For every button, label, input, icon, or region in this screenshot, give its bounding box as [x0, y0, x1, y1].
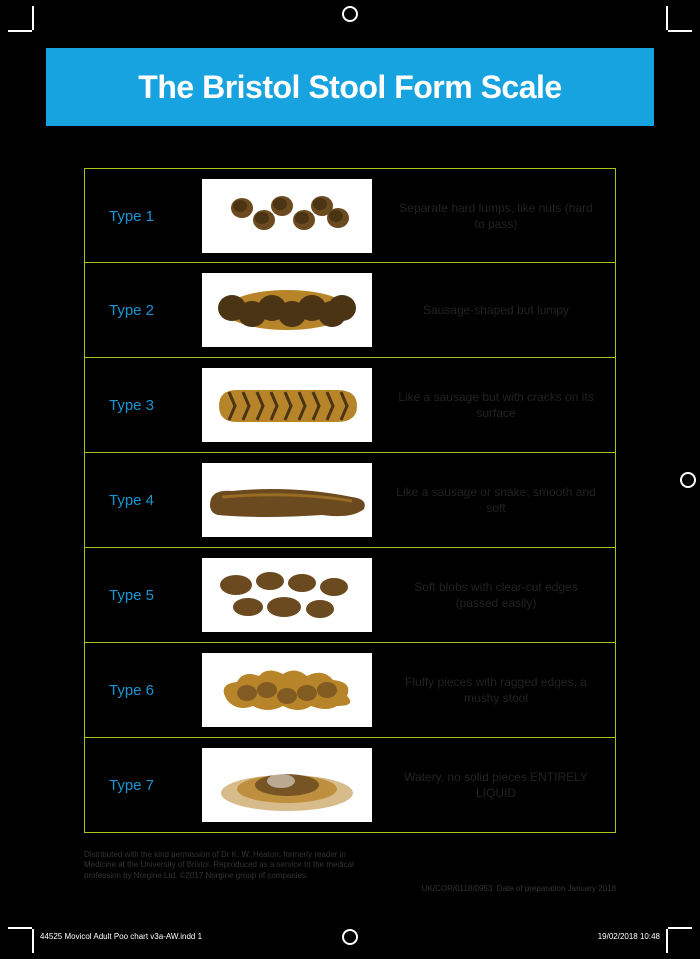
liquid-icon [202, 748, 372, 822]
type-description: Sausage-shaped but lumpy [377, 302, 615, 318]
crop-mark [8, 30, 32, 32]
stool-image-cell [197, 643, 377, 737]
type-label: Type 2 [85, 302, 197, 319]
type-label: Type 4 [85, 492, 197, 509]
table-row: Type 7 Watery, no solid pieces ENTIRELY L… [84, 738, 616, 833]
stool-image-cell [197, 548, 377, 642]
table-row: Type 3 Like a sausage but with cracks on … [84, 358, 616, 453]
footer-reference: UK/COR/0118/0953. Date of preparation Ja… [422, 884, 616, 893]
type-description: Soft blobs with clear-cut edges (passed … [377, 579, 615, 611]
stool-image-cell [197, 263, 377, 357]
stool-scale-table: Type 1 Separate hard lumps, like nuts (ha… [84, 168, 616, 833]
type-description: Like a sausage or snake, smooth and soft [377, 484, 615, 516]
type-label: Type 3 [85, 397, 197, 414]
table-row: Type 4 Like a sausage or snake, smooth an… [84, 453, 616, 548]
title-bar: The Bristol Stool Form Scale [46, 48, 654, 126]
crop-mark [668, 927, 692, 929]
type-description: Watery, no solid pieces ENTIRELY LIQUID [377, 769, 615, 801]
print-slug-right: 19/02/2018 10:48 [598, 932, 660, 941]
cracked-sausage-icon [202, 368, 372, 442]
page-title: The Bristol Stool Form Scale [138, 69, 561, 106]
table-row: Type 5 Soft blobs with clear-cut edges (p… [84, 548, 616, 643]
stool-image-cell [197, 169, 377, 263]
table-row: Type 6 Fluffy pieces with ragged edges, a… [84, 643, 616, 738]
type-label: Type 5 [85, 587, 197, 604]
print-slug-left: 44525 Movicol Adult Poo chart v3a-AW.ind… [40, 932, 202, 941]
lumpy-sausage-icon [202, 273, 372, 347]
type-description: Fluffy pieces with ragged edges, a mushy… [377, 674, 615, 706]
type-description: Separate hard lumps, like nuts (hard to … [377, 200, 615, 232]
mushy-icon [202, 653, 372, 727]
smooth-sausage-icon [202, 463, 372, 537]
stool-image-cell [197, 738, 377, 832]
registration-mark-icon [342, 6, 358, 22]
crop-mark [668, 30, 692, 32]
crop-mark [32, 6, 34, 30]
crop-mark [666, 929, 668, 953]
registration-mark-icon [342, 929, 358, 945]
type-label: Type 6 [85, 682, 197, 699]
footer-attribution: Distributed with the kind permission of … [84, 850, 364, 881]
crop-mark [8, 927, 32, 929]
registration-mark-icon [680, 472, 696, 488]
type-label: Type 1 [85, 208, 197, 225]
type-description: Like a sausage but with cracks on its su… [377, 389, 615, 421]
table-row: Type 1 Separate hard lumps, like nuts (ha… [84, 168, 616, 263]
stool-image-cell [197, 453, 377, 547]
lumps-icon [202, 179, 372, 253]
blobs-icon [202, 558, 372, 632]
table-row: Type 2 Sausage-shaped but lumpy [84, 263, 616, 358]
crop-mark [32, 929, 34, 953]
type-label: Type 7 [85, 777, 197, 794]
crop-mark [666, 6, 668, 30]
stool-image-cell [197, 358, 377, 452]
